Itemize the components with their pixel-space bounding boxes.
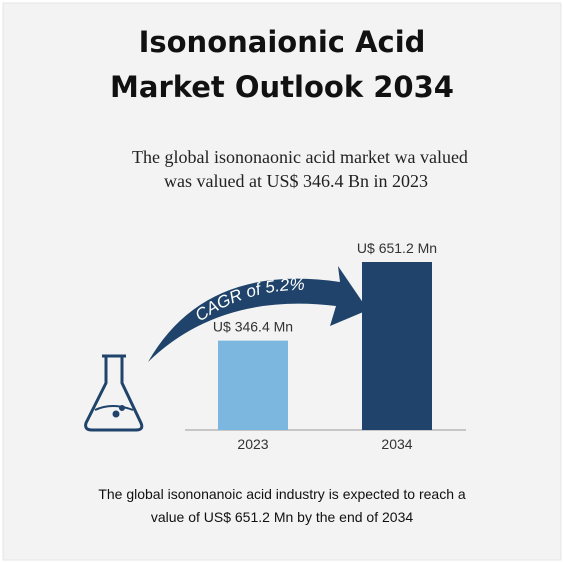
title-line: Isononaionic Acid: [139, 25, 426, 59]
cagr-arrow: [148, 266, 368, 362]
bar: [362, 262, 432, 430]
title-line: Market Outlook 2034: [110, 70, 454, 104]
flask-icon: [84, 354, 144, 432]
x-tick-label: 2034: [381, 436, 412, 452]
footer-line: value of US$ 651.2 Mn by the end of 2034: [151, 509, 414, 525]
value-label: U$ 346.4 Mn: [213, 319, 293, 335]
subtitle-line: was valued at US$ 346.4 Bn in 2023: [164, 171, 428, 191]
bar: [218, 340, 288, 430]
footer-line: The global isononanoic acid industry is …: [98, 486, 466, 502]
subtitle-line: The global isononaonic acid market wa va…: [132, 147, 468, 167]
x-tick-label: 2023: [237, 436, 268, 452]
value-label: U$ 651.2 Mn: [357, 240, 437, 256]
